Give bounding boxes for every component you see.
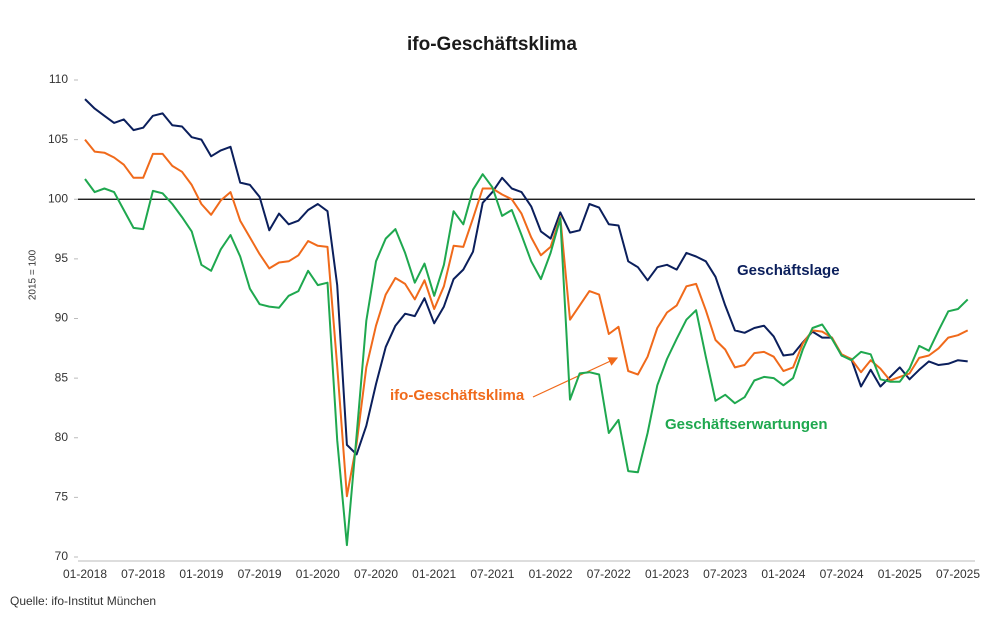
x-tick-label: 07-2023 (703, 567, 747, 581)
series-label: Geschäftslage (737, 262, 840, 279)
y-tick-label: 85 (55, 370, 69, 384)
x-tick-label: 07-2019 (238, 567, 282, 581)
x-tick-label: 01-2018 (63, 567, 107, 581)
x-tick-label: 01-2020 (296, 567, 340, 581)
x-tick-label: 01-2023 (645, 567, 689, 581)
y-tick-label: 95 (55, 251, 69, 265)
y-tick-label: 105 (48, 132, 68, 146)
y-tick-label: 110 (49, 72, 68, 86)
series-label: Geschäftserwartungen (665, 416, 828, 433)
chart-title: ifo-Geschäftsklima (407, 34, 577, 55)
y-tick-label: 80 (55, 430, 69, 444)
series-line (84, 138, 969, 498)
source: Quelle: ifo-Institut München (10, 594, 156, 608)
annotation-arrow (532, 357, 619, 398)
x-tick-label: 01-2022 (529, 567, 573, 581)
x-tick-label: 07-2025 (936, 567, 980, 581)
x-tick-label: 07-2021 (470, 567, 514, 581)
x-tick-label: 07-2024 (820, 567, 864, 581)
y-tick-label: 100 (48, 191, 68, 205)
y-axis-label: 2015 = 100 (28, 249, 39, 300)
x-tick-label: 01-2019 (179, 567, 223, 581)
series-line (84, 173, 969, 547)
x-tick-label: 07-2022 (587, 567, 631, 581)
y-tick-label: 90 (55, 311, 69, 325)
y-tick-label: 70 (55, 549, 69, 563)
y-tick-label: 75 (55, 490, 69, 504)
x-tick-label: 07-2018 (121, 567, 165, 581)
x-tick-label: 07-2020 (354, 567, 398, 581)
x-tick-label: 01-2024 (761, 567, 805, 581)
x-tick-label: 01-2021 (412, 567, 456, 581)
series-label: ifo-Geschäftsklima (390, 387, 525, 404)
x-tick-label: 01-2025 (878, 567, 922, 581)
series-line (84, 98, 968, 456)
